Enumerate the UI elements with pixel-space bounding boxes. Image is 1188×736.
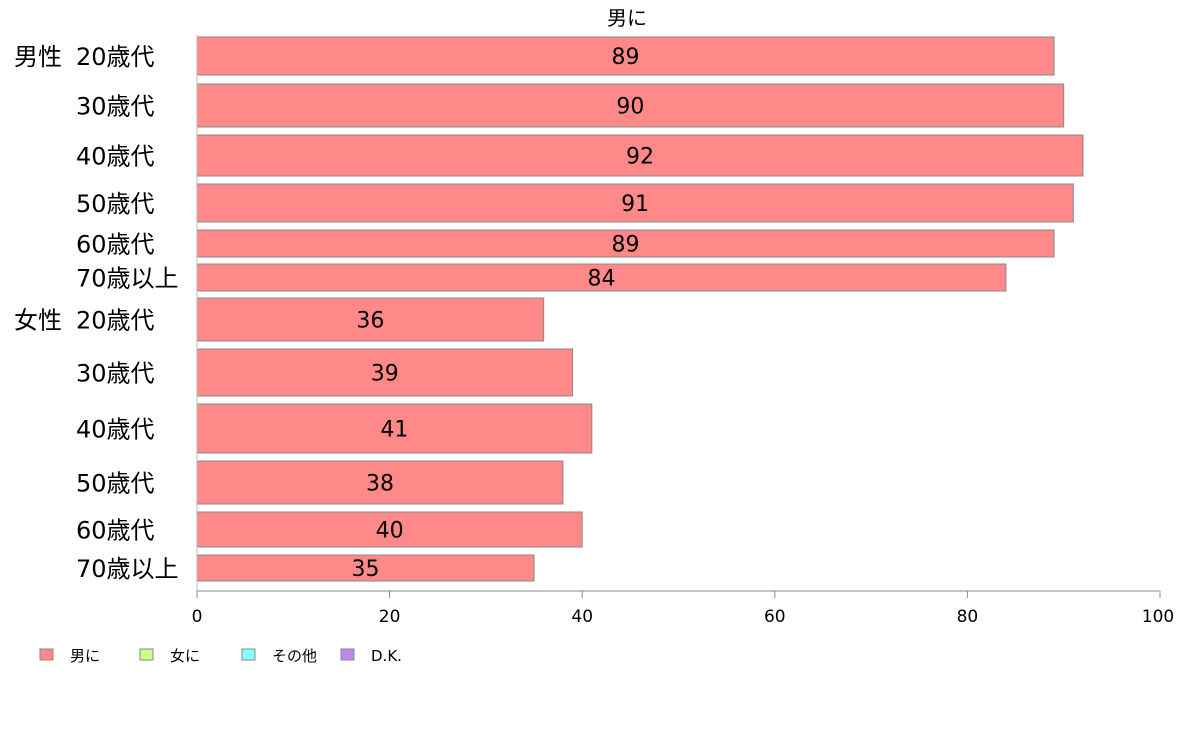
category-label: 40歳代 (76, 416, 155, 444)
bar-male-2 (196, 134, 1084, 177)
legend-label: その他 (272, 647, 317, 665)
x-tick-label: 40 (571, 607, 593, 627)
x-tick-label: 60 (764, 607, 786, 627)
bar-male-4 (196, 229, 1055, 258)
bar-value-label: 89 (612, 233, 640, 258)
legend-swatch (139, 648, 154, 661)
legend-swatch (340, 648, 355, 661)
x-tick-label: 0 (192, 607, 203, 627)
legend: 男に 女に その他 D.K. (39, 647, 402, 665)
bar-male-1 (196, 83, 1065, 128)
bar-female-5 (196, 554, 535, 582)
category-label: 70歳以上 (76, 555, 179, 583)
category-label: 50歳代 (76, 190, 155, 218)
x-tick-label: 100 (1142, 607, 1174, 627)
x-tick-label: 20 (379, 607, 401, 627)
bars: 89 90 92 91 89 84 36 39 41 38 40 35 (196, 36, 1084, 582)
legend-swatch (39, 648, 54, 661)
bar-value-label: 90 (616, 95, 644, 120)
category-label: 20歳代 (76, 307, 155, 335)
category-label: 20歳代 (76, 43, 155, 71)
bar-value-label: 41 (380, 418, 408, 443)
bar-female-3 (196, 460, 564, 505)
bar-female-0 (196, 297, 545, 342)
category-label: 30歳代 (76, 93, 155, 121)
bar-male-3 (196, 183, 1074, 223)
category-label: 60歳代 (76, 517, 155, 545)
bar-value-label: 92 (626, 145, 654, 170)
legend-swatch (241, 648, 256, 661)
bar-value-label: 84 (587, 267, 615, 292)
legend-label: D.K. (371, 647, 402, 665)
legend-label: 男に (70, 647, 100, 665)
category-label: 60歳代 (76, 231, 155, 259)
bar-value-label: 38 (366, 472, 394, 497)
x-axis: 0 20 40 60 80 100 (192, 35, 1174, 627)
bar-value-label: 91 (621, 192, 649, 217)
x-tick-label: 80 (957, 607, 979, 627)
bar-value-label: 89 (612, 45, 640, 70)
group-label: 女性 (14, 307, 62, 335)
bar-male-0 (196, 36, 1055, 76)
chart-title: 男に (607, 6, 647, 30)
bar-value-label: 40 (376, 519, 404, 544)
bar-female-4 (196, 511, 583, 548)
bar-value-label: 35 (352, 557, 380, 582)
category-label: 40歳代 (76, 143, 155, 171)
bar-value-label: 39 (371, 362, 399, 387)
legend-label: 女に (170, 647, 200, 665)
category-label: 50歳代 (76, 470, 155, 498)
bar-value-label: 36 (356, 309, 384, 334)
category-label: 70歳以上 (76, 265, 179, 293)
group-label: 男性 (14, 43, 62, 71)
category-label: 30歳代 (76, 360, 155, 388)
